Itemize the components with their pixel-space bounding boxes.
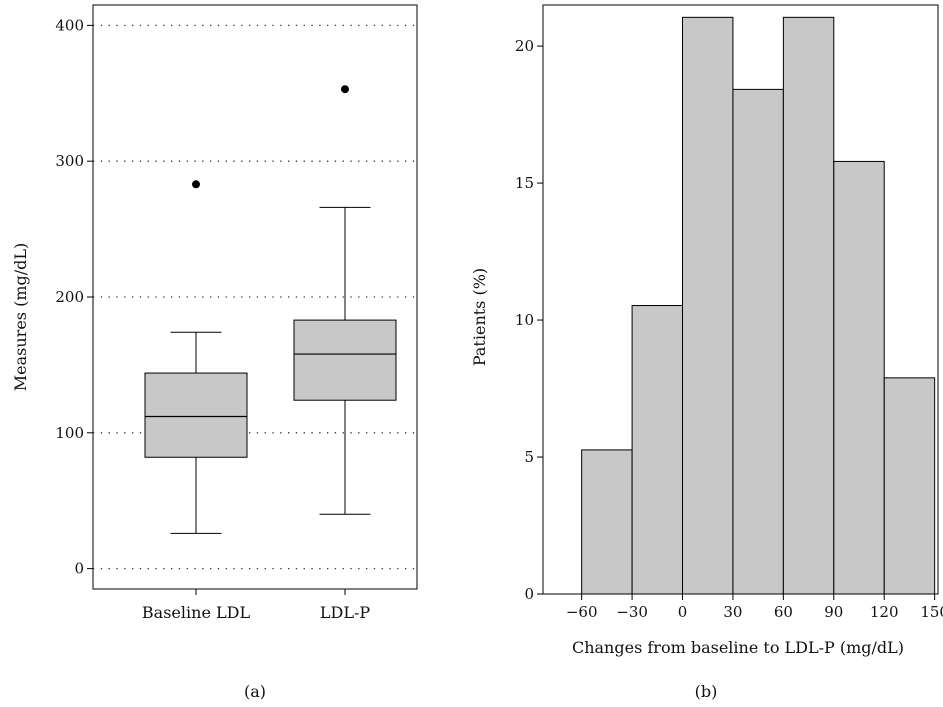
boxplot-panel: 0 100 200 300 400 Baseline LDL LDL-P Measures… xyxy=(11,4,418,701)
iqr-box xyxy=(144,372,248,458)
x-tick-label-b: 0 xyxy=(678,603,688,621)
panel-label-a: (a) xyxy=(244,682,266,701)
y-tick-label-a: 300 xyxy=(55,152,84,170)
histogram-panel: 0 5 10 15 20 −60 −30 0 30 60 90 120 150 Patients (%… xyxy=(470,4,943,701)
box-baseline-ldl xyxy=(144,180,248,534)
y-tick-label-a: 0 xyxy=(74,560,84,578)
y-axis-label-b: Patients (%) xyxy=(470,268,489,366)
y-tick-label-a: 200 xyxy=(55,288,84,306)
y-tick-label-b: 20 xyxy=(515,37,534,55)
x-tick-label-a: LDL-P xyxy=(320,603,370,622)
x-tick-label-b: 30 xyxy=(723,603,742,621)
x-tick-label-b: −30 xyxy=(616,603,648,621)
iqr-box xyxy=(293,319,397,401)
y-tick-label-b: 15 xyxy=(515,174,534,192)
x-tick-label-b: 150 xyxy=(920,603,943,621)
histogram-bar xyxy=(682,16,734,595)
x-axis-b: −60 −30 0 30 60 90 120 150 xyxy=(566,594,943,621)
histogram-bar xyxy=(782,16,835,595)
x-tick-label-b: 60 xyxy=(774,603,793,621)
histogram-bar xyxy=(883,377,936,595)
x-axis-label-b: Changes from baseline to LDL-P (mg/dL) xyxy=(572,638,904,657)
y-tick-label-a: 100 xyxy=(55,424,84,442)
y-axis-b: 0 5 10 15 20 xyxy=(515,37,543,603)
panel-label-b: (b) xyxy=(695,682,718,701)
histogram-bar xyxy=(732,88,784,595)
y-axis-a: 0 100 200 300 400 xyxy=(55,16,93,578)
x-tick-label-b: −60 xyxy=(566,603,598,621)
y-tick-label-a: 400 xyxy=(55,16,84,34)
histogram-bar xyxy=(631,305,684,595)
histogram-bar xyxy=(833,160,885,595)
box-ldl-p xyxy=(293,85,397,515)
y-tick-label-b: 0 xyxy=(524,585,534,603)
grid-lines-a xyxy=(93,24,417,570)
outlier-point xyxy=(341,85,349,94)
y-tick-label-b: 10 xyxy=(515,311,534,329)
histogram-bars xyxy=(581,16,936,595)
boxes-a xyxy=(144,85,397,534)
x-tick-label-a: Baseline LDL xyxy=(142,603,251,622)
x-tick-label-b: 90 xyxy=(824,603,843,621)
histogram-bar xyxy=(581,449,633,595)
y-axis-label-a: Measures (mg/dL) xyxy=(11,243,30,391)
y-tick-label-b: 5 xyxy=(524,448,534,466)
plot-frame-a xyxy=(92,4,418,590)
x-axis-a: Baseline LDL LDL-P xyxy=(142,589,370,622)
outlier-point xyxy=(192,180,200,189)
x-tick-label-b: 120 xyxy=(870,603,899,621)
